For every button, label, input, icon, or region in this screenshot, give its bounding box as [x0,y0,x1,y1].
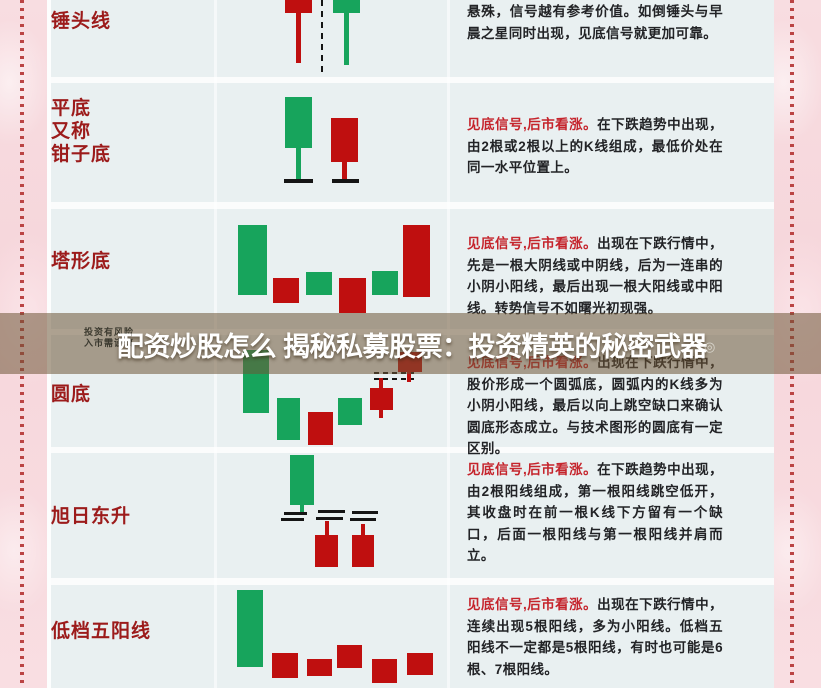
watermark-icon: ◎ [704,339,716,354]
row-divider [51,578,774,585]
row-divider [51,447,774,453]
pattern-desc-five-yang: 见底信号,后市看涨。出现在下跌行情中，连续出现5根阳线，多为小阳线。低档五阳线不… [467,597,723,677]
pattern-desc-hammer: 悬殊，信号越有参考价值。如倒锤头与早晨之星同时出现，见底信号就更加可靠。 [467,4,723,41]
row-divider [51,77,774,83]
pattern-desc-flat-bottom: 见底信号,后市看涨。在下跌趋势中出现，由2根或2根以上的K线组成，最低价处在同一… [467,117,723,175]
pattern-name-rising-sun: 旭日东升 [51,506,132,527]
title-banner-overlay: 投资有风险 入市需谨慎 配资炒股怎么 揭秘私募股票：投资精英的秘密武器 ◎ [0,313,821,374]
pattern-desc-rising-sun: 见底信号,后市看涨。在下跌趋势中出现，由2根阳线组成，第一根阳线跳空低开，其收盘… [467,462,723,563]
pattern-name-hammer: 锤头线 [51,11,112,32]
pattern-name-tower-bottom: 塔形底 [51,251,112,272]
row-divider [51,202,774,209]
pattern-name-round-bottom: 圆底 [51,384,92,405]
pattern-name-flat-bottom: 平底 又称 钳子底 [51,98,112,165]
page-title: 配资炒股怎么 揭秘私募股票：投资精英的秘密武器 [117,332,708,362]
risk-disclaimer: 投资有风险 入市需谨慎 [84,327,135,348]
pattern-desc-tower-bottom: 见底信号,后市看涨。出现在下跌行情中，先是一根大阴线或中阴线，后为一连串的小阴小… [467,236,723,316]
pattern-name-five-yang: 低档五阳线 [51,621,152,642]
